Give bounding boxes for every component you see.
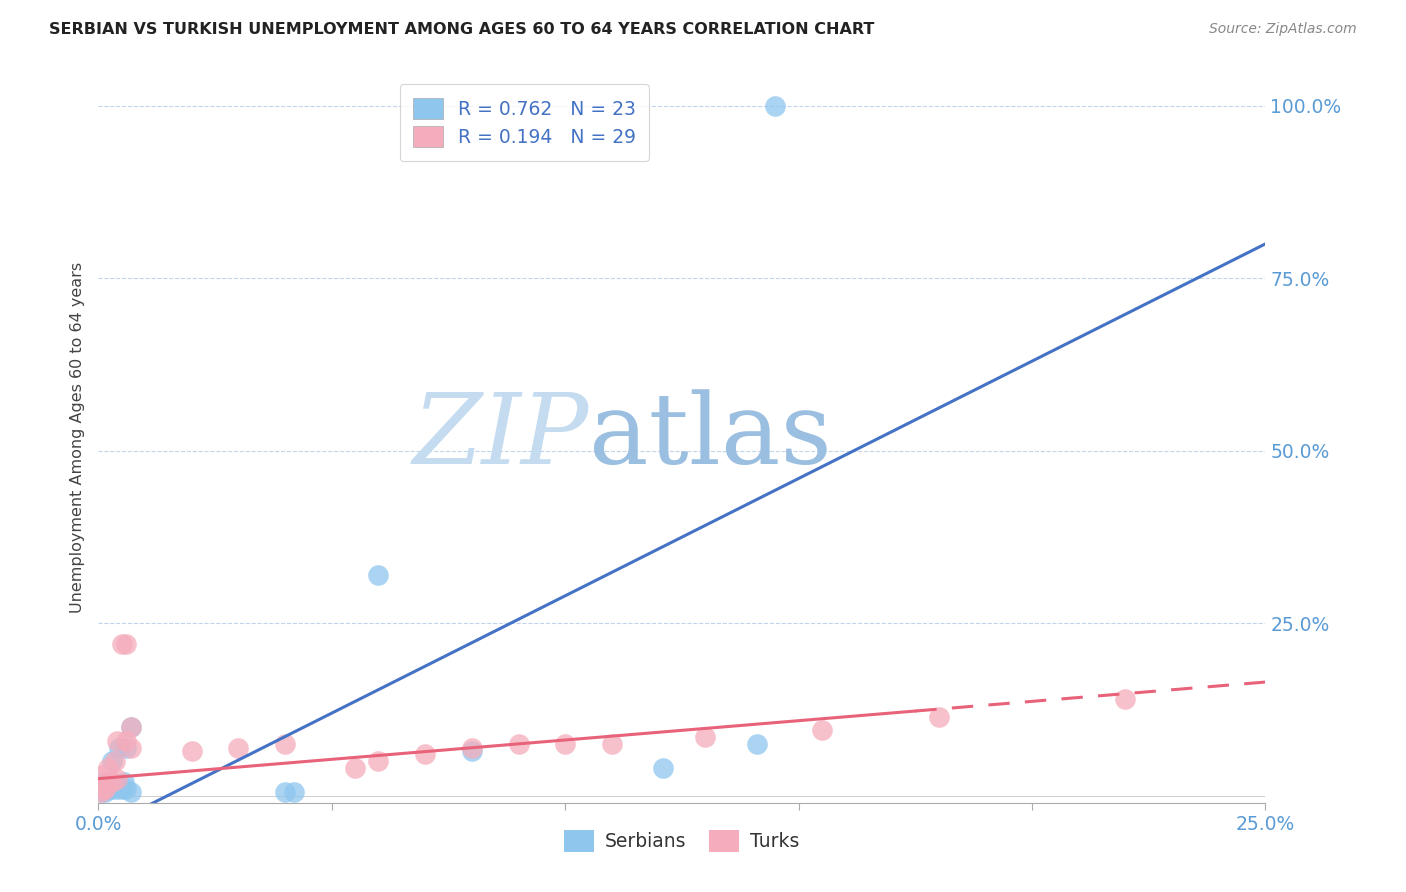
Point [104, 755, 127, 769]
Point [91, 782, 114, 797]
Point [367, 755, 389, 769]
Point [413, 747, 436, 762]
Point [105, 772, 128, 786]
Point [461, 740, 484, 755]
Point [745, 737, 768, 751]
Point [90, 785, 112, 799]
Text: Source: ZipAtlas.com: Source: ZipAtlas.com [1209, 22, 1357, 37]
Point [115, 733, 138, 747]
Point [90, 785, 112, 799]
Point [120, 785, 142, 799]
Point [180, 744, 202, 758]
Point [115, 740, 138, 755]
Point [111, 782, 134, 797]
Point [763, 99, 786, 113]
Point [928, 709, 950, 723]
Text: ZIP: ZIP [412, 390, 589, 484]
Point [508, 737, 530, 751]
Point [554, 737, 576, 751]
Point [101, 755, 124, 769]
Point [274, 785, 297, 799]
Point [228, 740, 250, 755]
Point [274, 737, 297, 751]
Point [461, 744, 484, 758]
Point [600, 737, 623, 751]
Point [1114, 692, 1136, 706]
Point [108, 740, 131, 755]
Point [91, 775, 114, 789]
Point [97, 775, 120, 789]
Point [283, 785, 305, 799]
Text: atlas: atlas [589, 389, 831, 485]
Point [344, 761, 367, 775]
Point [94, 782, 117, 797]
Point [367, 568, 389, 582]
Point [97, 782, 120, 797]
Point [115, 782, 138, 797]
Point [97, 775, 120, 789]
Point [111, 637, 134, 651]
Point [94, 785, 117, 799]
Point [811, 723, 834, 738]
Point [120, 740, 142, 755]
Point [101, 775, 124, 789]
Text: SERBIAN VS TURKISH UNEMPLOYMENT AMONG AGES 60 TO 64 YEARS CORRELATION CHART: SERBIAN VS TURKISH UNEMPLOYMENT AMONG AG… [49, 22, 875, 37]
Y-axis label: Unemployment Among Ages 60 to 64 years: Unemployment Among Ages 60 to 64 years [69, 261, 84, 613]
Point [120, 720, 142, 734]
Point [120, 720, 142, 734]
Point [105, 782, 128, 797]
Point [112, 775, 135, 789]
Legend: Serbians, Turks: Serbians, Turks [557, 822, 807, 859]
Point [97, 761, 120, 775]
Point [115, 637, 138, 651]
Point [652, 761, 675, 775]
Point [105, 733, 128, 747]
Point [695, 731, 717, 745]
Point [91, 768, 114, 782]
Point [91, 782, 114, 797]
Point [101, 782, 124, 797]
